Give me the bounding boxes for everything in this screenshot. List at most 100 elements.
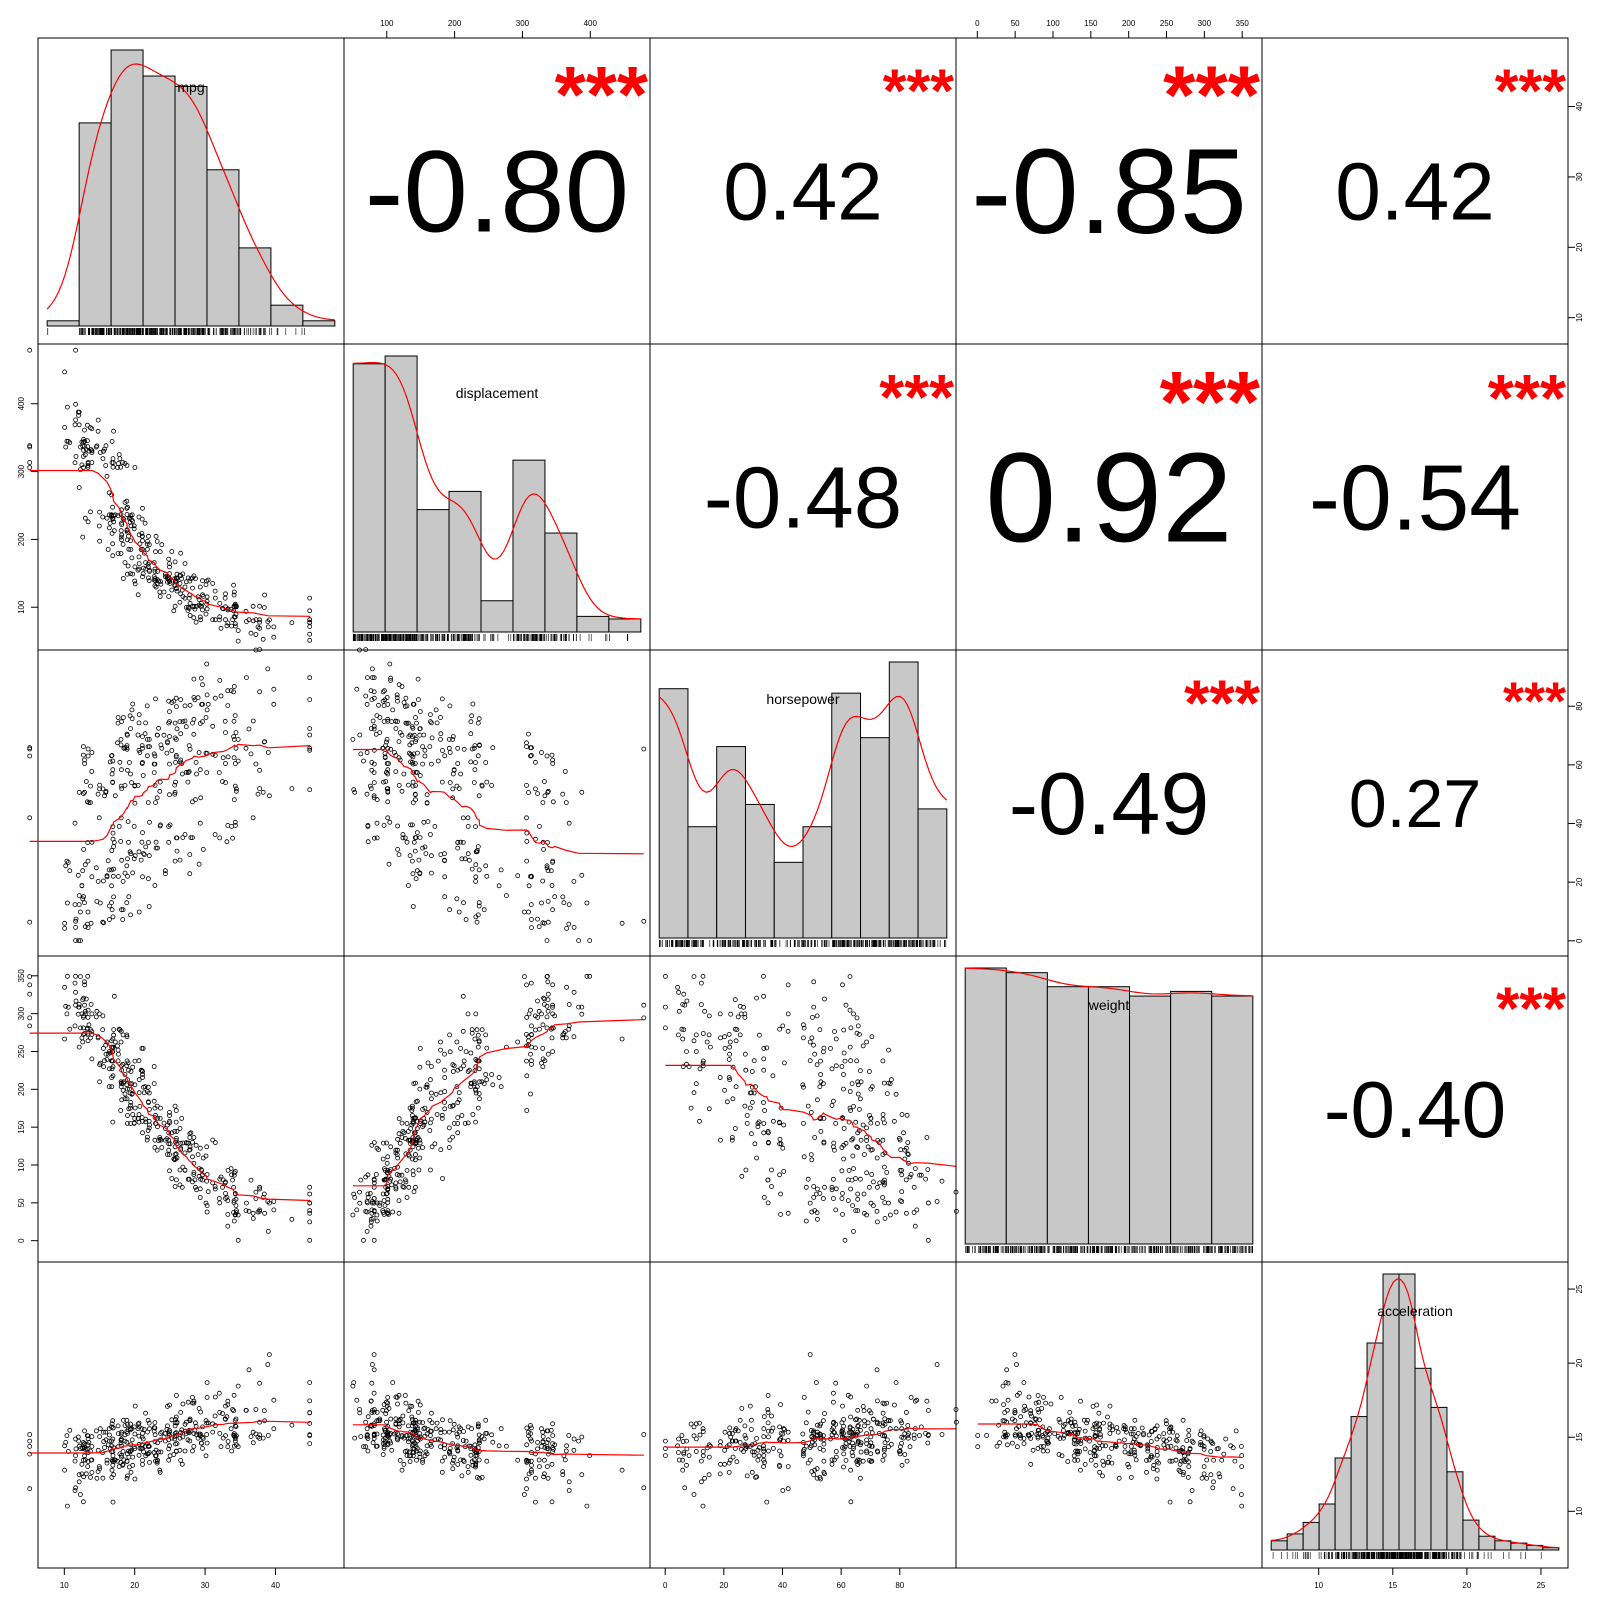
x-tick-label: 300: [516, 19, 530, 28]
panel-horsepower-horsepower: horsepower: [649, 649, 957, 957]
x-tick-label: 150: [1084, 19, 1098, 28]
scatter-points: [27, 647, 313, 943]
correlation-value: 0.92: [985, 426, 1232, 568]
histogram-bar: [576, 615, 610, 633]
histogram-bar: [480, 600, 514, 633]
histogram-bar: [174, 85, 208, 327]
y-tick-label: 200: [17, 532, 26, 546]
variable-label: weight: [1088, 997, 1130, 1013]
x-tick-label: 40: [778, 1581, 787, 1590]
histogram-bar: [1170, 990, 1213, 1245]
significance-stars: ***: [1163, 48, 1261, 141]
y-tick-label: 100: [17, 600, 26, 614]
significance-stars: ***: [883, 57, 954, 125]
panel-frame: [343, 1261, 651, 1569]
y-tick-label: 20: [1575, 242, 1584, 251]
y-tick-label: 10: [1575, 313, 1584, 322]
y-tick-label: 30: [1575, 172, 1584, 181]
correlation-value: -0.85: [971, 123, 1247, 259]
scatter-points: [350, 647, 647, 943]
smooth-fit-line: [352, 748, 644, 855]
y-tick-label: 50: [17, 1198, 26, 1207]
panel-frame: [37, 1261, 345, 1569]
panel-weight-horsepower: [649, 955, 959, 1263]
histogram-bar: [1270, 1540, 1288, 1551]
smooth-fit-line: [665, 1427, 957, 1448]
panel-acceleration-horsepower: [649, 1261, 959, 1569]
panel-acceleration-weight: [955, 1261, 1263, 1569]
x-tick-label: 80: [895, 1581, 904, 1590]
y-tick-label: 25: [1575, 1284, 1584, 1293]
significance-stars: ***: [1503, 671, 1566, 731]
histogram-bar: [302, 320, 336, 327]
histogram-bar: [206, 169, 240, 327]
rug-marks: [965, 1246, 1253, 1253]
histogram-bar: [744, 803, 775, 939]
x-tick-label: 25: [1536, 1581, 1545, 1590]
histogram-bar: [270, 304, 304, 327]
x-tick-label: 100: [1046, 19, 1060, 28]
histogram-bar: [142, 75, 176, 327]
histogram-bar: [1446, 1471, 1464, 1551]
correlation-value: 0.42: [1335, 147, 1495, 238]
histogram-bar: [802, 826, 833, 939]
histogram-bar: [384, 355, 418, 633]
y-tick-label: 10: [1575, 1506, 1584, 1515]
smooth-fit-line: [977, 1423, 1242, 1459]
smooth-fit-line: [352, 1019, 644, 1187]
significance-stars: ***: [1488, 361, 1567, 436]
histogram-bar: [1211, 995, 1254, 1245]
panel-mpg-horsepower: 0.42***: [649, 37, 957, 345]
y-tick-label: 300: [17, 1006, 26, 1020]
panel-weight-displacement: [343, 955, 651, 1263]
correlation-value: -0.40: [1324, 1065, 1506, 1154]
significance-stars: ***: [1495, 57, 1566, 125]
variable-label: acceleration: [1377, 1303, 1453, 1319]
scatter-points: [27, 973, 313, 1243]
y-tick-label: 150: [17, 1120, 26, 1134]
x-tick-label: 300: [1198, 19, 1212, 28]
histogram-bar: [1005, 972, 1048, 1245]
variable-label: mpg: [177, 79, 204, 95]
x-tick-label: 0: [663, 1581, 668, 1590]
scatter-points: [662, 973, 959, 1243]
panel-displacement-horsepower: -0.48 ***: [649, 343, 957, 651]
histogram-bar: [964, 967, 1007, 1245]
panel-acceleration-displacement: [343, 1261, 651, 1569]
histogram-bar: [1478, 1535, 1496, 1551]
histogram-bar: [1462, 1519, 1480, 1551]
density-curve: [965, 967, 1253, 997]
panel-mpg-acceleration: 0.42***: [1261, 37, 1569, 345]
x-tick-label: 100: [380, 19, 394, 28]
panel-displacement-mpg: [27, 343, 345, 651]
smooth-fit-line: [29, 469, 311, 618]
panel-mpg-displacement: -0.80***: [343, 37, 651, 345]
panel-frame: [37, 343, 345, 651]
histogram-bar: [831, 692, 862, 939]
histogram-bar: [917, 808, 948, 939]
histogram-bar: [658, 688, 689, 939]
y-tick-label: 0: [17, 1238, 26, 1243]
panel-displacement-weight: 0.92***: [955, 343, 1263, 651]
histogram-bar: [1366, 1342, 1384, 1551]
correlation-value: 0.27: [1349, 766, 1481, 842]
y-tick-label: 350: [17, 969, 26, 983]
significance-stars: ***: [1184, 666, 1261, 739]
y-tick-label: 60: [1575, 760, 1584, 769]
panel-weight-mpg: [27, 955, 345, 1263]
histogram-bar: [448, 490, 482, 633]
histogram-bar: [352, 363, 386, 633]
panel-horsepower-acceleration: 0.27 ***: [1261, 649, 1569, 957]
scatter-points: [350, 973, 647, 1243]
density-curve: [658, 695, 948, 848]
variable-label: displacement: [456, 385, 539, 401]
panel-horsepower-mpg: [27, 647, 345, 957]
histogram-bar: [1318, 1503, 1336, 1551]
y-tick-label: 100: [17, 1158, 26, 1172]
x-tick-label: 250: [1160, 19, 1174, 28]
histogram-bar: [46, 320, 80, 327]
significance-stars: ***: [879, 361, 954, 433]
correlation-value: -0.49: [1009, 754, 1210, 853]
scatter-points: [662, 1352, 959, 1509]
